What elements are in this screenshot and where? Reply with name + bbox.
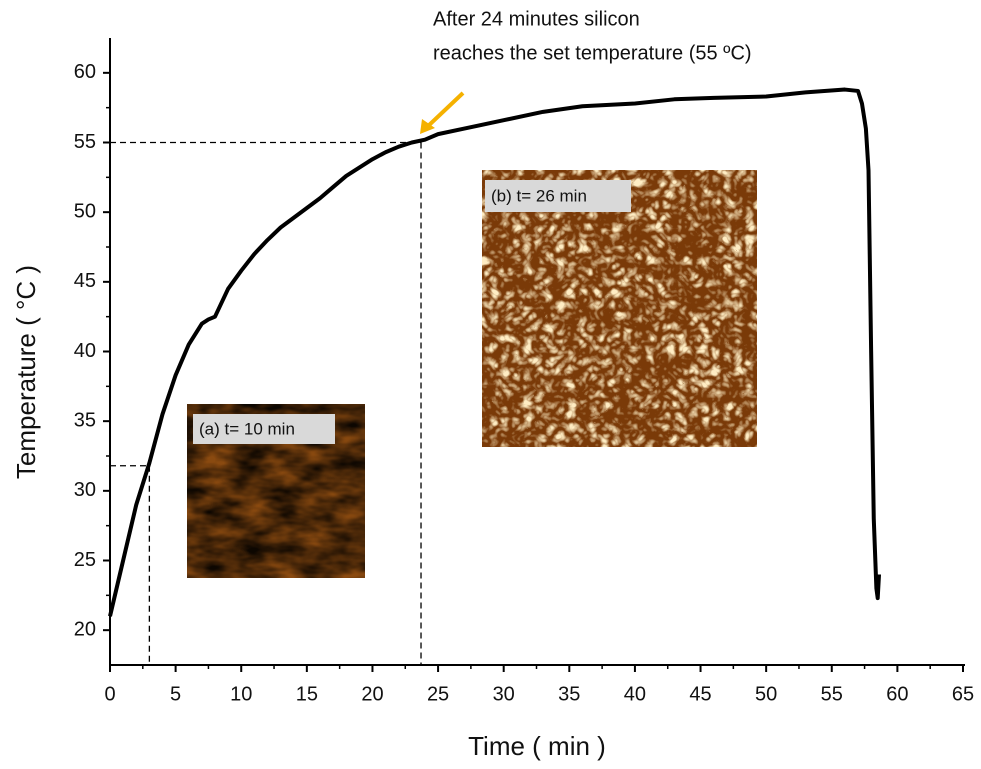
y-tick-label: 50 [74, 200, 96, 222]
x-tick-label: 45 [689, 683, 711, 705]
y-tick-label: 30 [74, 479, 96, 501]
y-tick-label: 40 [74, 340, 96, 362]
data-line [108, 87, 882, 617]
y-tick-label: 55 [74, 131, 96, 153]
x-tick-label: 0 [104, 683, 115, 705]
arrow [424, 91, 465, 130]
y-tick-label: 45 [74, 270, 96, 292]
x-tick-label: 35 [558, 683, 580, 705]
inset-b: (b) t= 26 min [482, 170, 757, 447]
y-tick-label: 60 [74, 61, 96, 83]
x-tick-label: 25 [427, 683, 449, 705]
x-tick-label: 30 [493, 683, 515, 705]
y-tick-label: 25 [74, 549, 96, 571]
x-tick-label: 15 [296, 683, 318, 705]
x-tick-label: 55 [821, 683, 843, 705]
x-tick-label: 60 [886, 683, 908, 705]
x-tick-label: 65 [952, 683, 974, 705]
inset-label: (b) t= 26 min [491, 186, 587, 205]
y-tick-label: 20 [74, 618, 96, 640]
y-axis-title: Temperature ( °C ) [11, 265, 41, 479]
annotation: reaches the set temperature (55 ºC) [433, 42, 752, 64]
x-tick-label: 10 [230, 683, 252, 705]
x-tick-label: 50 [755, 683, 777, 705]
x-tick-label: 5 [170, 683, 181, 705]
x-tick-label: 20 [361, 683, 383, 705]
x-axis-title: Time ( min ) [468, 731, 606, 761]
x-tick-label: 40 [624, 683, 646, 705]
y-tick-label: 35 [74, 409, 96, 431]
annotation: After 24 minutes silicon [433, 8, 640, 30]
inset-label: (a) t= 10 min [199, 419, 295, 438]
arrow-head [420, 119, 435, 134]
inset-a: (a) t= 10 min [187, 404, 365, 578]
